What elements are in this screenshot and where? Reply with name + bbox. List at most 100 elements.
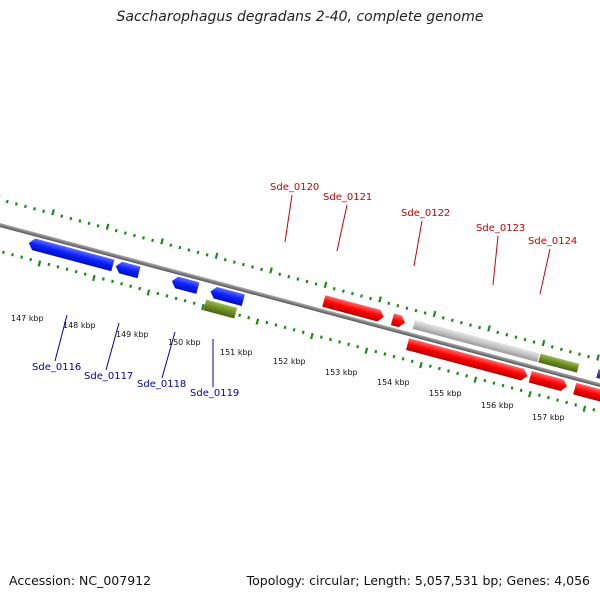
minor-tick xyxy=(546,395,550,400)
minor-tick xyxy=(305,279,309,284)
minor-tick xyxy=(278,272,282,276)
minor-tick xyxy=(350,291,354,296)
minor-tick xyxy=(574,403,578,407)
minor-tick xyxy=(414,308,418,313)
gene-arrow-sde-0120[interactable] xyxy=(322,295,385,323)
feature-bar-gray[interactable] xyxy=(412,320,540,363)
minor-tick xyxy=(11,253,14,257)
major-tick xyxy=(201,303,205,311)
minor-tick xyxy=(347,342,351,347)
minor-tick xyxy=(129,284,133,288)
minor-tick xyxy=(441,316,445,320)
top-tick-ruler xyxy=(0,194,600,361)
minor-tick xyxy=(60,214,64,218)
major-tick xyxy=(92,274,96,282)
kbp-label: 152 kbp xyxy=(273,357,306,366)
major-tick xyxy=(37,260,42,267)
minor-tick xyxy=(241,262,245,267)
minor-tick xyxy=(56,265,60,269)
minor-tick xyxy=(132,233,136,238)
gene-label-top[interactable]: Sde_0123 xyxy=(476,223,525,234)
minor-tick xyxy=(450,318,454,322)
gene-label-bottom[interactable]: Sde_0116 xyxy=(32,362,81,373)
minor-tick xyxy=(74,269,78,274)
gene-arrow-sde-0118[interactable] xyxy=(170,275,200,294)
major-tick xyxy=(378,296,382,303)
minor-tick xyxy=(20,255,24,259)
minor-tick xyxy=(123,231,127,235)
minor-tick xyxy=(578,352,581,356)
gene-arrow-sde-0117[interactable] xyxy=(114,260,141,279)
gene-label-bottom[interactable]: Sde_0118 xyxy=(137,379,186,390)
gene-arrow-sde-0121[interactable] xyxy=(390,313,407,329)
minor-tick xyxy=(483,378,487,383)
minor-tick xyxy=(592,408,596,412)
minor-tick xyxy=(501,383,505,388)
minor-tick xyxy=(492,381,496,385)
minor-tick xyxy=(33,207,36,211)
gene-label-top[interactable]: Sde_0122 xyxy=(401,208,450,219)
major-tick xyxy=(487,325,491,332)
minor-tick xyxy=(296,277,300,281)
kbp-label: 155 kbp xyxy=(429,389,462,398)
gene-arrow-sde-0119[interactable] xyxy=(209,286,245,307)
minor-tick xyxy=(332,287,336,291)
minor-tick xyxy=(356,345,360,349)
kbp-label: 157 kbp xyxy=(532,413,565,422)
minor-tick xyxy=(101,277,105,281)
gene-label-top[interactable]: Sde_0121 xyxy=(323,192,372,203)
minor-tick xyxy=(287,274,291,279)
minor-tick xyxy=(505,333,509,337)
minor-tick xyxy=(187,248,191,252)
minor-tick xyxy=(465,374,469,378)
minor-tick xyxy=(392,354,396,359)
minor-tick xyxy=(251,265,254,269)
gene-label-bottom[interactable]: Sde_0119 xyxy=(190,388,239,399)
minor-tick xyxy=(83,272,87,276)
gene-arrow-sde-0123[interactable] xyxy=(528,370,569,392)
minor-tick xyxy=(456,371,460,376)
minor-tick xyxy=(114,228,118,233)
major-tick xyxy=(323,281,328,289)
minor-tick xyxy=(532,340,536,344)
minor-tick xyxy=(232,260,236,264)
kbp-label: 156 kbp xyxy=(481,401,514,410)
kbp-label: 150 kbp xyxy=(168,338,201,347)
minor-tick xyxy=(568,350,572,354)
gene-arrow-sde-0124[interactable] xyxy=(573,382,600,403)
minor-tick xyxy=(459,320,463,325)
minor-tick xyxy=(96,224,100,228)
minor-tick xyxy=(238,313,242,318)
major-tick xyxy=(473,376,478,383)
kbp-label: 147 kbp xyxy=(11,314,44,323)
minor-tick xyxy=(183,299,187,303)
gene-label-top[interactable]: Sde_0124 xyxy=(528,236,577,247)
minor-tick xyxy=(387,301,391,306)
rna-feature-sde-0123[interactable] xyxy=(538,353,580,373)
minor-tick xyxy=(587,354,591,359)
label-leader-line xyxy=(413,220,423,267)
minor-tick xyxy=(410,359,414,364)
minor-tick xyxy=(178,245,182,250)
minor-tick xyxy=(469,323,472,327)
gene-arrow-sde-0122[interactable] xyxy=(406,338,529,382)
minor-tick xyxy=(47,262,51,267)
dna-backbone xyxy=(0,200,600,410)
label-leader-line xyxy=(539,248,551,295)
gene-arrow-sde-0116[interactable] xyxy=(27,237,115,272)
major-tick xyxy=(255,318,260,325)
gene-label-bottom[interactable]: Sde_0117 xyxy=(84,371,133,382)
rna-feature-sde-0119[interactable] xyxy=(203,299,238,319)
kbp-label: 151 kbp xyxy=(220,348,253,357)
minor-tick xyxy=(165,294,169,298)
minor-tick xyxy=(369,296,373,301)
major-tick xyxy=(541,339,546,347)
minor-tick xyxy=(338,340,341,344)
minor-tick xyxy=(174,296,178,301)
major-tick xyxy=(310,332,314,340)
minor-tick xyxy=(205,253,209,257)
gene-label-top[interactable]: Sde_0120 xyxy=(270,182,319,193)
major-tick xyxy=(596,354,600,361)
major-tick xyxy=(269,267,273,274)
